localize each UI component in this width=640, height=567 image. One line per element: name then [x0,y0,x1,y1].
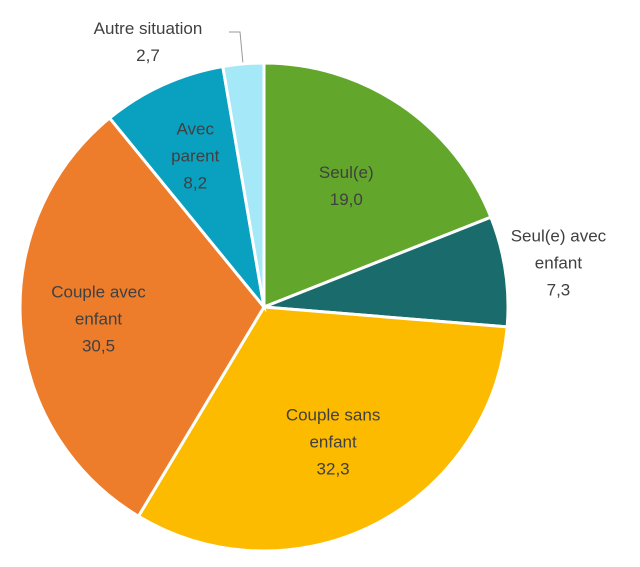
category-label: Avec parent [171,119,220,166]
value-label: 19,0 [329,189,363,209]
pie-slice [136,305,509,553]
leader-line [229,31,244,65]
value-label: 8,2 [183,173,208,193]
category-label: Seul(e) [318,162,374,182]
value-label: 32,3 [316,459,350,479]
slice-label: Avec parent 8,2 [164,115,226,196]
category-label: Autre situation [93,19,203,38]
category-label: Couple sans enfant [285,405,381,452]
pie-slice [262,61,493,310]
pie-slice [107,64,267,313]
value-label: 30,5 [81,336,116,356]
slice-label: Couple sans enfant 32,3 [273,401,393,482]
pie-slice [221,61,266,308]
category-label: Seul(e) avec enfant [510,226,607,273]
slice-label: Seul(e) avec enfant 7,3 [503,223,613,304]
slice-label: Seul(e) 19,0 [296,159,396,213]
pie-slice [263,215,510,329]
slice-label: Couple avec enfant 30,5 [39,278,159,359]
slice-label: Autre situation 2,7 [94,15,203,69]
pie-slice [18,115,266,519]
category-label: Couple avec enfant [51,282,146,329]
value-label: 2,7 [136,46,160,65]
value-label: 7,3 [546,280,571,300]
